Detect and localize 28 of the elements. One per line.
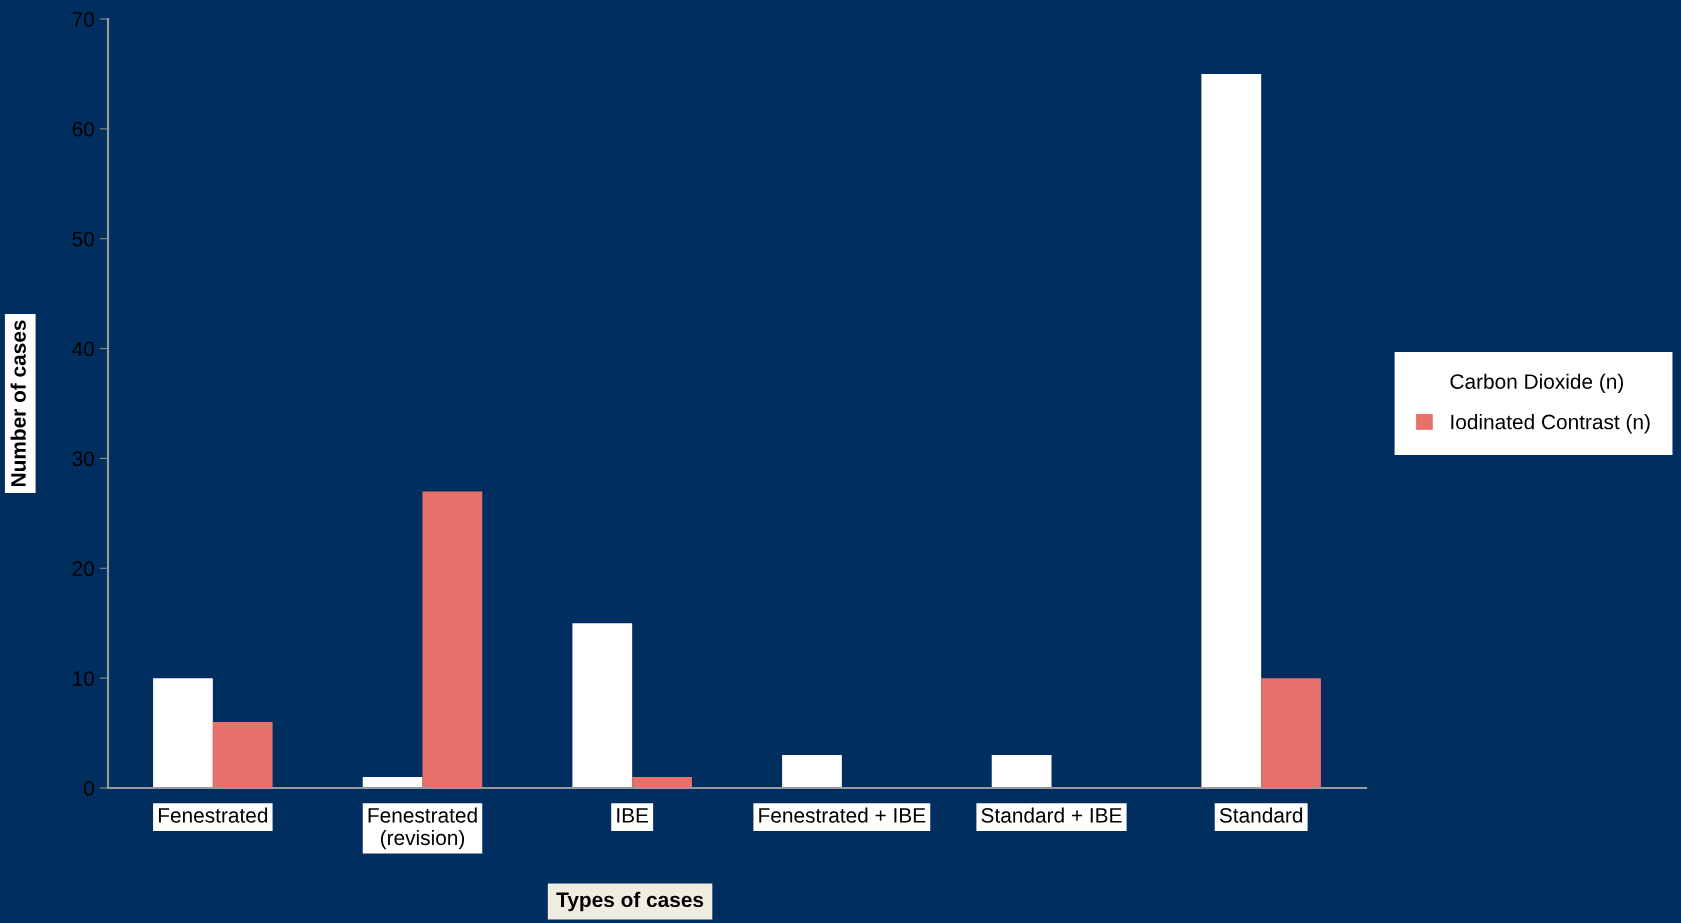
bar: [782, 755, 842, 788]
y-tick-label: 50: [72, 231, 94, 247]
y-tick-label: 60: [72, 121, 94, 137]
y-tick-label: 20: [72, 561, 94, 577]
bar: [362, 777, 423, 788]
bar: [632, 777, 692, 788]
x-tick-label: Fenestrated (revision): [368, 807, 477, 850]
y-tick-label: 30: [72, 451, 94, 467]
text: Carbon Dioxide (n): [1450, 373, 1624, 394]
x-tick-label: Fenestrated + IBE: [759, 807, 926, 823]
bar: [991, 755, 1052, 788]
y-tick-label: 40: [72, 341, 94, 357]
bar: [153, 678, 213, 788]
x-tick-label: Standard + IBE: [981, 807, 1122, 823]
x-tick-label: Standard: [1219, 807, 1303, 823]
x-axis-title: Types of cases: [556, 891, 704, 912]
bar: [212, 722, 273, 788]
y-tick-label: 10: [73, 671, 94, 686]
y-axis-title: Number of cases: [10, 320, 26, 487]
bar: [1201, 73, 1262, 788]
y-tick-label: 70: [72, 12, 94, 27]
bar: [1261, 678, 1321, 788]
bar: [572, 623, 633, 788]
bar: [422, 491, 483, 788]
x-tick-label: IBE: [617, 808, 649, 823]
x-tick-label: Fenestrated: [158, 807, 268, 823]
legend-label: Iodinated Contrast (n): [1451, 414, 1650, 434]
y-tick-label: 0: [84, 781, 94, 796]
